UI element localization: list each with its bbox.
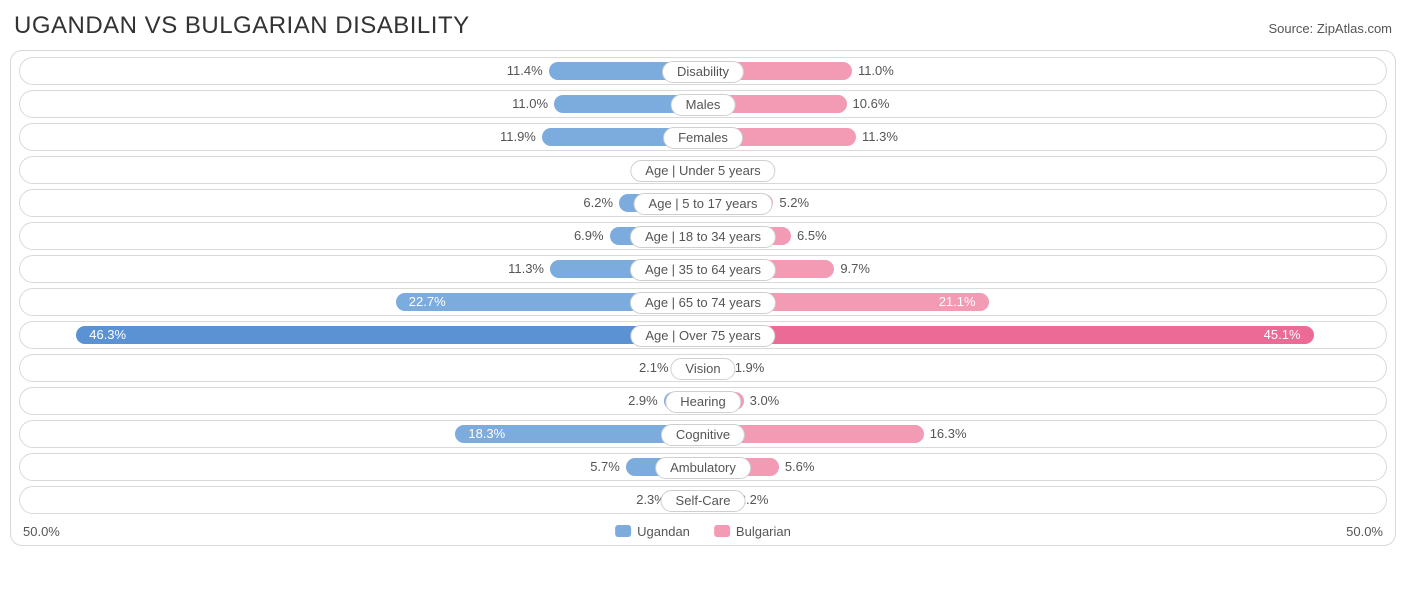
value-label-left: 18.3% <box>468 424 505 444</box>
chart-row: 18.3% 16.3% Cognitive <box>19 420 1387 448</box>
chart-row: 11.0% 10.6% Males <box>19 90 1387 118</box>
value-label-left: 11.0% <box>512 94 548 114</box>
legend-item-right: Bulgarian <box>714 524 791 539</box>
chart-row: 11.3% 9.7% Age | 35 to 64 years <box>19 255 1387 283</box>
axis-max-right: 50.0% <box>1346 524 1383 539</box>
chart-footer: 50.0% 50.0% Ugandan Bulgarian <box>19 519 1387 541</box>
chart-source: Source: ZipAtlas.com <box>1268 21 1392 36</box>
value-label-left: 5.7% <box>590 457 620 477</box>
chart-row: 5.7% 5.6% Ambulatory <box>19 453 1387 481</box>
category-label: Vision <box>670 358 735 380</box>
category-label: Ambulatory <box>655 457 751 479</box>
category-label: Age | Under 5 years <box>630 160 775 182</box>
value-label-left: 2.9% <box>628 391 658 411</box>
chart-row: 6.9% 6.5% Age | 18 to 34 years <box>19 222 1387 250</box>
legend-label-right: Bulgarian <box>736 524 791 539</box>
value-label-right: 10.6% <box>853 94 890 114</box>
legend-label-left: Ugandan <box>637 524 690 539</box>
chart-title: UGANDAN VS BULGARIAN DISABILITY <box>14 12 470 40</box>
value-label-right: 3.0% <box>750 391 780 411</box>
category-label: Age | 35 to 64 years <box>630 259 776 281</box>
category-label: Age | 5 to 17 years <box>634 193 773 215</box>
chart-row: 2.1% 1.9%Vision <box>19 354 1387 382</box>
category-label: Self-Care <box>661 490 746 512</box>
value-label-left: 11.4% <box>507 61 543 81</box>
category-label: Age | 65 to 74 years <box>630 292 776 314</box>
category-label: Age | 18 to 34 years <box>630 226 776 248</box>
category-label: Hearing <box>665 391 741 413</box>
value-label-left: 2.1% <box>639 358 669 378</box>
bar-right <box>703 326 1314 344</box>
value-label-right: 16.3% <box>930 424 967 444</box>
value-label-right: 6.5% <box>797 226 827 246</box>
chart-row: 11.4% 11.0% Disability <box>19 57 1387 85</box>
category-label: Disability <box>662 61 744 83</box>
value-label-right: 5.2% <box>779 193 809 213</box>
category-label: Males <box>671 94 736 116</box>
legend-item-left: Ugandan <box>615 524 690 539</box>
chart-row: 6.2% 5.2% Age | 5 to 17 years <box>19 189 1387 217</box>
chart-header: UGANDAN VS BULGARIAN DISABILITY Source: … <box>10 12 1396 50</box>
legend: Ugandan Bulgarian <box>615 524 791 539</box>
value-label-left: 22.7% <box>409 292 446 312</box>
value-label-right: 11.3% <box>862 127 898 147</box>
value-label-left: 11.3% <box>508 259 544 279</box>
category-label: Females <box>663 127 743 149</box>
legend-swatch-left <box>615 525 631 537</box>
value-label-left: 46.3% <box>89 325 126 345</box>
value-label-right: 1.9% <box>735 358 765 378</box>
bar-left <box>76 326 703 344</box>
chart-row: 1.1%1.3%Age | Under 5 years <box>19 156 1387 184</box>
value-label-left: 6.2% <box>583 193 613 213</box>
chart-row: 46.3% 45.1% Age | Over 75 years <box>19 321 1387 349</box>
category-label: Cognitive <box>661 424 745 446</box>
chart-row: 2.9% 3.0% Hearing <box>19 387 1387 415</box>
chart-row: 2.3%2.2%Self-Care <box>19 486 1387 514</box>
value-label-right: 5.6% <box>785 457 815 477</box>
chart-row: 11.9% 11.3% Females <box>19 123 1387 151</box>
value-label-right: 21.1% <box>939 292 976 312</box>
legend-swatch-right <box>714 525 730 537</box>
value-label-left: 6.9% <box>574 226 604 246</box>
value-label-right: 9.7% <box>840 259 870 279</box>
diverging-bar-chart: 11.4% 11.0% Disability 11.0% 10.6% Males 11.9%… <box>10 50 1396 546</box>
value-label-left: 11.9% <box>500 127 536 147</box>
value-label-right: 11.0% <box>858 61 894 81</box>
category-label: Age | Over 75 years <box>630 325 775 347</box>
axis-max-left: 50.0% <box>23 524 60 539</box>
value-label-right: 45.1% <box>1264 325 1301 345</box>
chart-row: 22.7% 21.1% Age | 65 to 74 years <box>19 288 1387 316</box>
